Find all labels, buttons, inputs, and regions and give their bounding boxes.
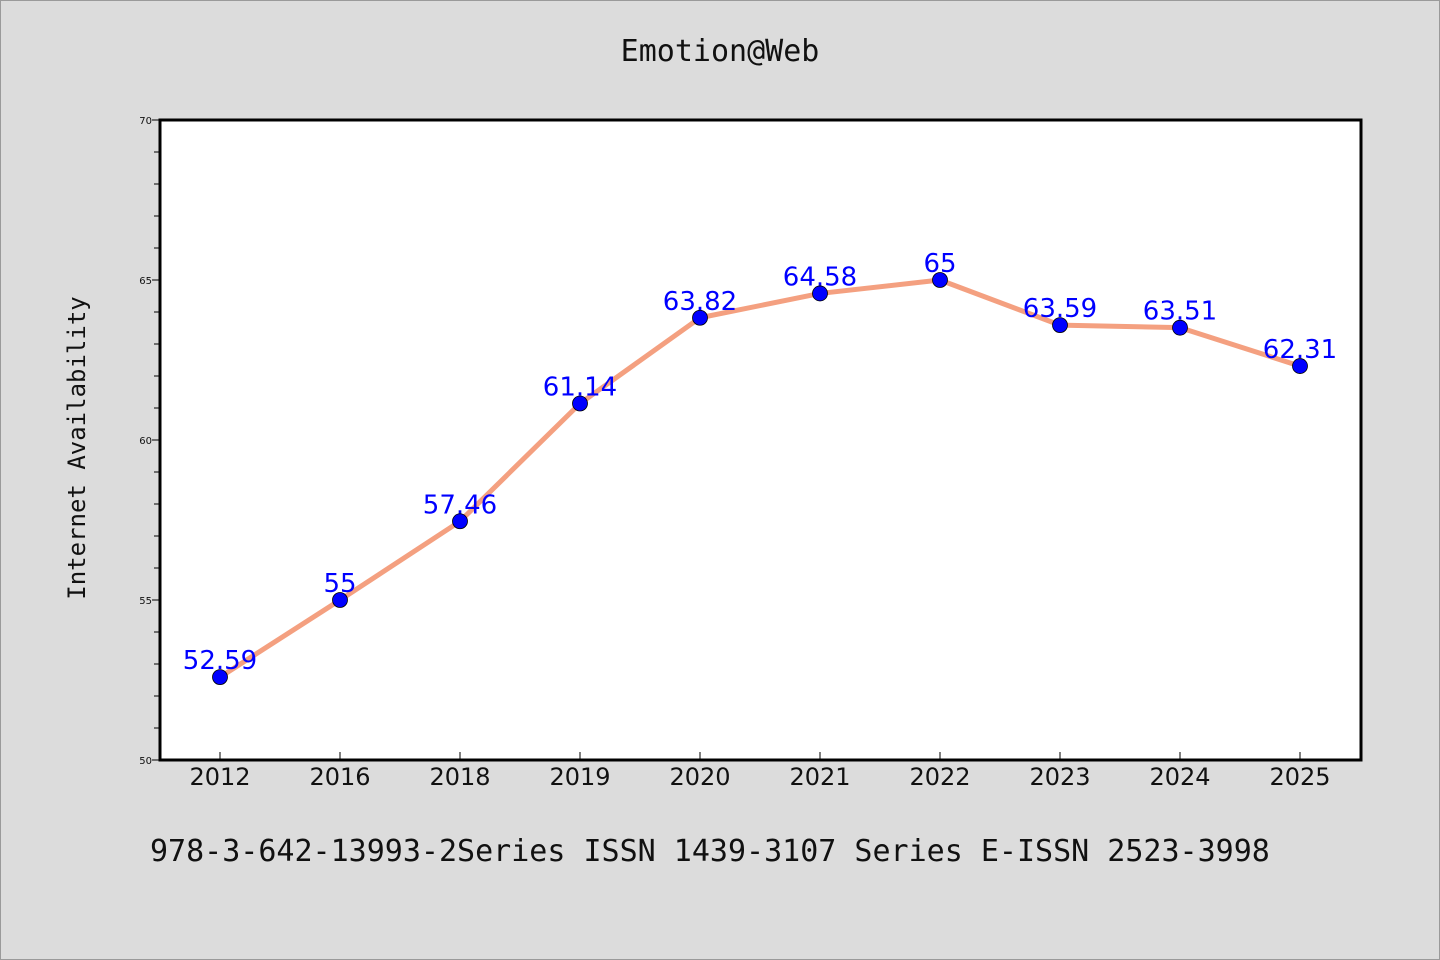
series-line-group bbox=[212, 272, 1308, 686]
data-point bbox=[572, 395, 588, 412]
data-label: 55 bbox=[323, 569, 356, 599]
data-label: 63.51 bbox=[1143, 297, 1217, 327]
x-tick-label: 2018 bbox=[429, 763, 490, 791]
data-label: 65 bbox=[923, 249, 956, 279]
plot-area bbox=[158, 118, 1363, 762]
data-label: 63.59 bbox=[1023, 294, 1097, 324]
data-label: 62.31 bbox=[1263, 335, 1337, 365]
data-point bbox=[212, 669, 228, 686]
data-label: 64.58 bbox=[783, 262, 857, 292]
x-tick-label: 2025 bbox=[1269, 763, 1330, 791]
x-tick-label: 2021 bbox=[789, 763, 850, 791]
x-tick-label: 2022 bbox=[909, 763, 970, 791]
data-point bbox=[1052, 317, 1068, 334]
x-tick-label: 2024 bbox=[1149, 763, 1210, 791]
x-tick-label: 2016 bbox=[309, 763, 370, 791]
data-point bbox=[1292, 358, 1308, 374]
y-axis: 50 55 60 65 70 bbox=[139, 116, 160, 767]
x-tick-label: 2023 bbox=[1029, 763, 1090, 791]
x-axis: 2012 2016 2018 2019 2020 2021 2022 2023 2024 2025 bbox=[189, 752, 1331, 791]
x-tick-label: 2019 bbox=[549, 763, 610, 791]
data-label: 52.59 bbox=[183, 646, 257, 676]
data-label: 61.14 bbox=[543, 373, 617, 403]
y-tick-label: 50 bbox=[139, 756, 152, 767]
data-label: 57.46 bbox=[423, 490, 497, 520]
data-point bbox=[692, 309, 708, 326]
data-label: 63.82 bbox=[663, 287, 737, 317]
data-point bbox=[932, 272, 948, 288]
y-tick-label: 60 bbox=[139, 436, 152, 447]
series-line bbox=[217, 277, 1303, 680]
data-label-group: 52.59 55 57.46 61.14 63.82 64.58 65 63.59 63.51 6… bbox=[183, 249, 1337, 676]
y-tick-label: 70 bbox=[139, 116, 152, 127]
data-point bbox=[332, 592, 348, 608]
x-tick-label: 2012 bbox=[189, 763, 250, 791]
y-tick-label: 55 bbox=[139, 596, 152, 607]
data-point bbox=[452, 513, 468, 530]
y-tick-label: 65 bbox=[139, 276, 152, 287]
y-axis-label: Internet Availability bbox=[63, 296, 91, 599]
caption: 978-3-642-13993-2Series ISSN 1439-3107 S… bbox=[150, 834, 1270, 869]
x-tick-label: 2020 bbox=[669, 763, 730, 791]
chart-title: Emotion@Web bbox=[620, 34, 820, 69]
data-point bbox=[812, 285, 828, 302]
data-point bbox=[1172, 319, 1188, 336]
